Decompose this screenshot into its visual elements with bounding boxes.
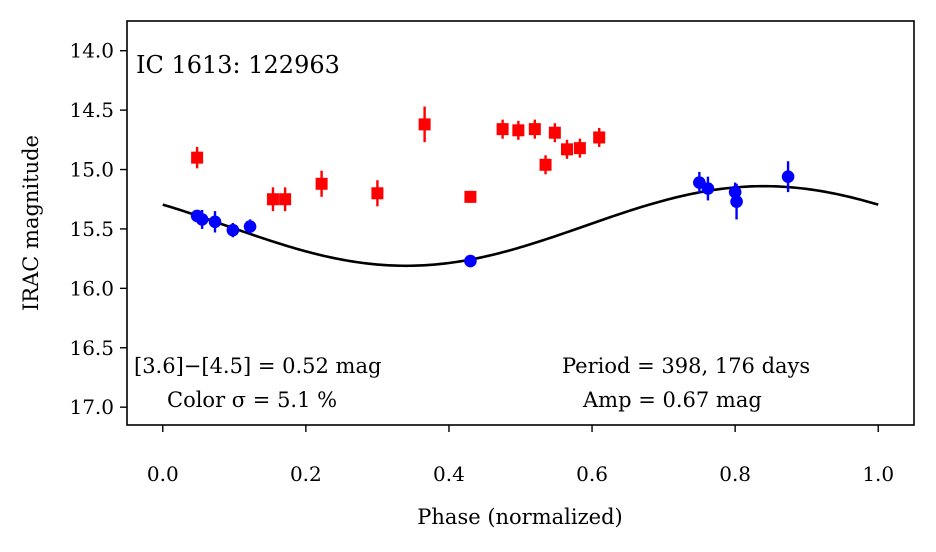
y-tick-label: 16.5 xyxy=(69,336,114,360)
data-point xyxy=(781,170,795,183)
data-point xyxy=(593,131,606,144)
data-point xyxy=(226,223,240,237)
data-point xyxy=(561,143,574,156)
x-tick-label: 0.6 xyxy=(576,462,608,486)
y-axis-label: IRAC magnitude xyxy=(19,135,43,311)
plot-frame xyxy=(126,20,915,426)
period-annotation: Period = 398, 176 days xyxy=(562,354,810,378)
x-tick-label: 0.2 xyxy=(290,462,322,486)
y-tick-label: 14.5 xyxy=(69,98,114,122)
data-point xyxy=(548,126,561,139)
data-point xyxy=(279,193,292,206)
y-tick-label: 15.5 xyxy=(69,217,114,241)
data-point xyxy=(539,158,552,171)
data-point xyxy=(701,182,715,195)
data-point xyxy=(315,177,328,190)
color-diff-annotation: [3.6]−[4.5] = 0.52 mag xyxy=(134,354,381,378)
data-point xyxy=(371,187,384,200)
data-point xyxy=(728,185,742,199)
color-sigma-annotation: Color σ = 5.1 % xyxy=(167,388,337,412)
y-tick-label: 15.0 xyxy=(69,158,114,182)
data-point xyxy=(573,142,586,155)
ticks-layer: 0.0 0.2 0.4 0.6 0.8 1.0 14.0 14.5 15.0 15.5 16.0 16… xyxy=(69,39,894,486)
data-points-layer xyxy=(190,106,795,268)
data-point xyxy=(464,190,477,203)
y-tick-label: 16.0 xyxy=(69,276,114,300)
data-point xyxy=(195,213,209,226)
fit-curve-line xyxy=(162,184,879,268)
x-tick-label: 0.0 xyxy=(147,462,179,486)
y-tick-label: 17.0 xyxy=(69,395,114,419)
data-point xyxy=(243,220,257,233)
data-point xyxy=(730,195,743,208)
x-tick-label: 0.4 xyxy=(433,462,465,486)
data-point xyxy=(208,215,222,229)
data-point xyxy=(512,124,525,137)
data-point xyxy=(496,123,509,136)
y-tick-label: 14.0 xyxy=(69,39,114,63)
x-tick-label: 0.8 xyxy=(719,462,751,486)
data-point xyxy=(418,118,431,131)
fit-curve-layer xyxy=(162,184,879,268)
series-2 xyxy=(190,161,795,268)
x-tick-label: 1.0 xyxy=(862,462,894,486)
amp-annotation: Amp = 0.67 mag xyxy=(582,388,762,412)
data-point xyxy=(266,193,279,206)
series-1 xyxy=(191,106,606,212)
data-point xyxy=(191,151,204,164)
x-axis-label: Phase (normalized) xyxy=(417,505,622,529)
data-point xyxy=(464,254,477,268)
data-point xyxy=(528,123,541,136)
chart-title: IC 1613: 122963 xyxy=(136,51,340,79)
